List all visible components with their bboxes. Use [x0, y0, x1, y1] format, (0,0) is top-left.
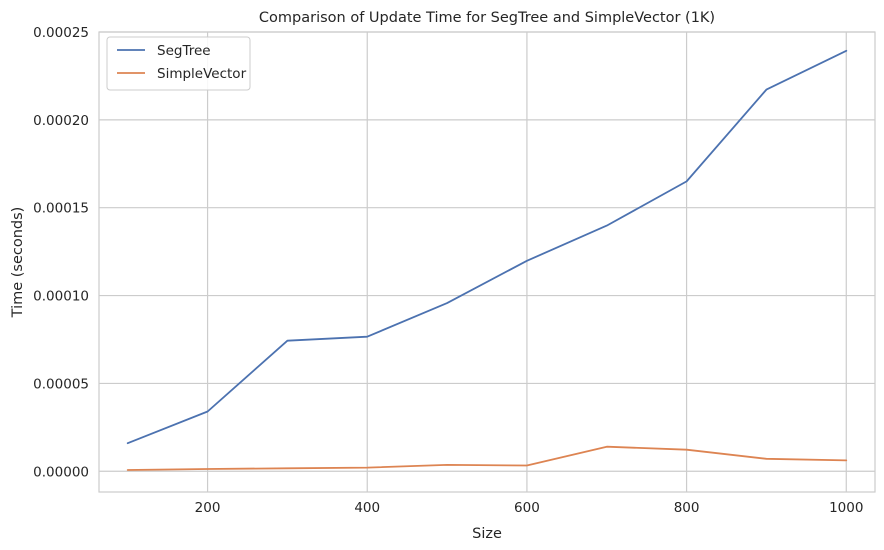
chart-title: Comparison of Update Time for SegTree an…	[259, 10, 715, 26]
x-axis-label: Size	[472, 526, 502, 542]
y-axis-tick-labels: 0.00000 0.00005 0.00010 0.00015 0.00020 0.000…	[33, 25, 89, 480]
y-tick-label: 0.00025	[33, 25, 89, 41]
y-tick-label: 0.00020	[33, 113, 89, 129]
series-line-simplevector	[126, 445, 848, 471]
grid-lines	[99, 31, 875, 492]
y-axis-label: Time (seconds)	[10, 207, 26, 319]
x-tick-label: 600	[514, 500, 540, 516]
series-line-segtree	[126, 49, 848, 445]
y-tick-label: 0.00000	[33, 464, 89, 480]
series-lines	[126, 49, 848, 471]
x-tick-label: 200	[195, 500, 221, 516]
plot-area-frame	[98, 31, 876, 493]
y-tick-label: 0.00010	[33, 289, 89, 305]
x-tick-label: 800	[674, 500, 700, 516]
x-axis-tick-labels: 200 400 600 800 1000	[195, 500, 864, 516]
y-tick-label: 0.00005	[33, 376, 89, 392]
x-tick-label: 400	[354, 500, 380, 516]
legend: SegTree SimpleVector	[106, 36, 251, 91]
legend-label-segtree: SegTree	[157, 43, 211, 59]
legend-label-simplevector: SimpleVector	[157, 66, 247, 82]
y-tick-label: 0.00015	[33, 201, 89, 217]
x-tick-label: 1000	[829, 500, 863, 516]
